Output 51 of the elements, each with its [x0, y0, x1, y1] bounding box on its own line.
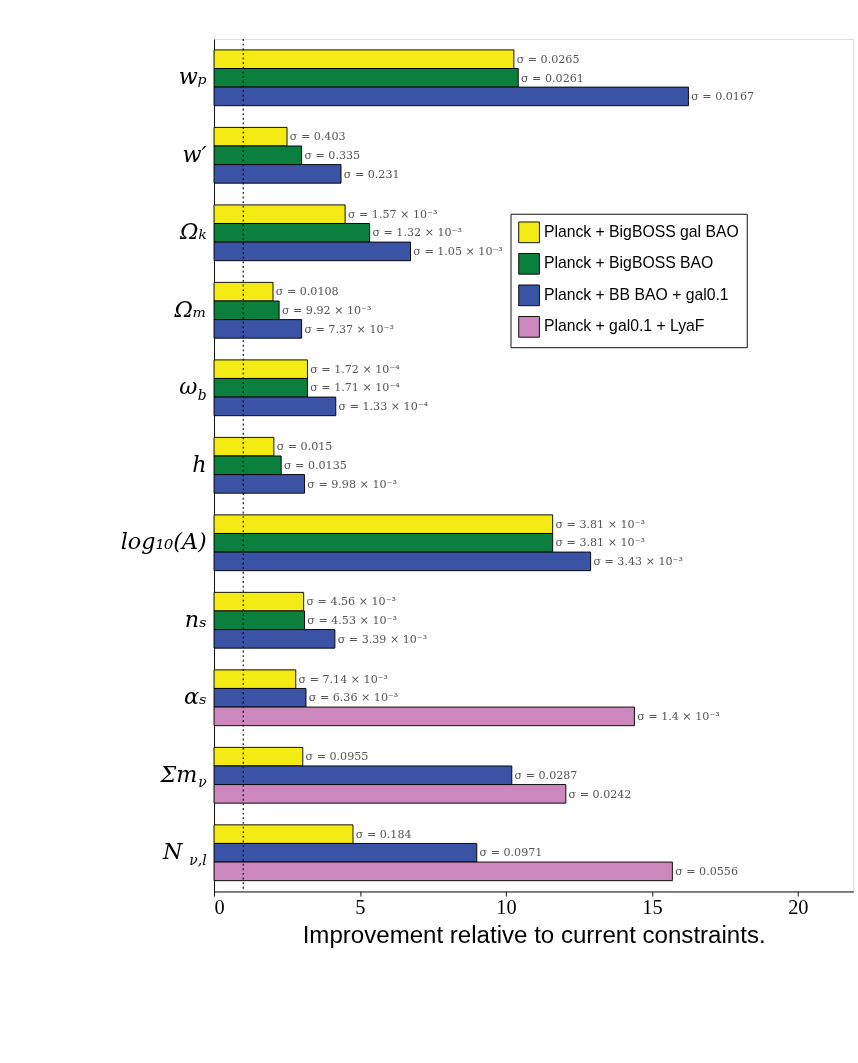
annotation: σ = 0.0955 — [305, 750, 369, 764]
annotation: σ = 3.43 × 10⁻³ — [593, 555, 683, 569]
annotation: σ = 0.015 — [276, 440, 333, 454]
annotation: σ = 9.92 × 10⁻³ — [281, 303, 372, 317]
annotation: σ = 6.36 × 10⁻³ — [308, 691, 399, 705]
y-tick-label: Ωₘ — [173, 295, 207, 322]
x-tick-label: 15 — [642, 896, 663, 919]
annotation: σ = 4.56 × 10⁻³ — [306, 595, 396, 609]
annotation: σ = 9.98 × 10⁻³ — [307, 477, 397, 491]
x-axis-title: Improvement relative to current constraints. — [302, 920, 766, 948]
y-tick-label: nₛ — [184, 605, 207, 632]
annotation: σ = 0.0971 — [479, 846, 543, 860]
annotation: σ = 0.0108 — [275, 285, 339, 299]
y-tick-label: log₁₀(A) — [120, 528, 207, 555]
annotation: σ = 0.0265 — [516, 52, 580, 66]
annotation: σ = 1.72 × 10⁻⁴ — [310, 362, 401, 376]
x-tick-label: 10 — [496, 896, 517, 919]
annotation: σ = 1.05 × 10⁻³ — [413, 245, 503, 259]
annotation: σ = 0.0556 — [675, 865, 738, 879]
annotation: σ = 3.81 × 10⁻³ — [555, 536, 645, 550]
legend-label: Planck + BB BAO + gal0.1 — [543, 285, 729, 303]
x-tick-label: 0 — [214, 896, 225, 919]
annotation: σ = 0.403 — [289, 130, 346, 144]
y-tick-label: αₛ — [184, 683, 207, 710]
y-tick-label: h — [192, 450, 207, 477]
annotation: σ = 0.184 — [355, 827, 412, 841]
legend-label: Planck + gal0.1 + LyaF — [543, 317, 705, 335]
annotation: σ = 1.71 × 10⁻⁴ — [310, 381, 401, 395]
annotation: σ = 0.0287 — [514, 768, 578, 782]
x-tick-label: 20 — [788, 896, 809, 919]
annotation: σ = 0.335 — [304, 149, 361, 162]
annotation: σ = 3.39 × 10⁻³ — [337, 632, 428, 646]
annotation: σ = 0.0167 — [691, 90, 755, 104]
annotation: σ = 7.37 × 10⁻³ — [304, 322, 394, 336]
annotation: σ = 0.231 — [343, 167, 400, 181]
annotation: σ = 1.33 × 10⁻⁴ — [338, 400, 429, 414]
legend-label: Planck + BigBOSS gal BAO — [543, 222, 739, 240]
annotation: σ = 1.4 × 10⁻³ — [637, 710, 720, 724]
annotation: σ = 1.32 × 10⁻³ — [372, 226, 462, 240]
legend-label: Planck + BigBOSS BAO — [543, 254, 714, 272]
x-tick-label: 5 — [355, 896, 366, 919]
annotation: σ = 0.0261 — [521, 71, 584, 85]
annotation: σ = 1.57 × 10⁻³ — [347, 207, 438, 221]
annotation: σ = 7.14 × 10⁻³ — [298, 672, 389, 686]
annotation: σ = 3.81 × 10⁻³ — [555, 517, 645, 531]
annotation: σ = 0.0135 — [283, 458, 347, 472]
annotation: σ = 4.53 × 10⁻³ — [307, 613, 397, 627]
y-tick-label: Ωₖ — [179, 218, 207, 245]
y-tick-label: w′ — [182, 140, 207, 167]
y-tick-label: wₚ — [178, 63, 207, 90]
annotation: σ = 0.0242 — [568, 787, 632, 801]
